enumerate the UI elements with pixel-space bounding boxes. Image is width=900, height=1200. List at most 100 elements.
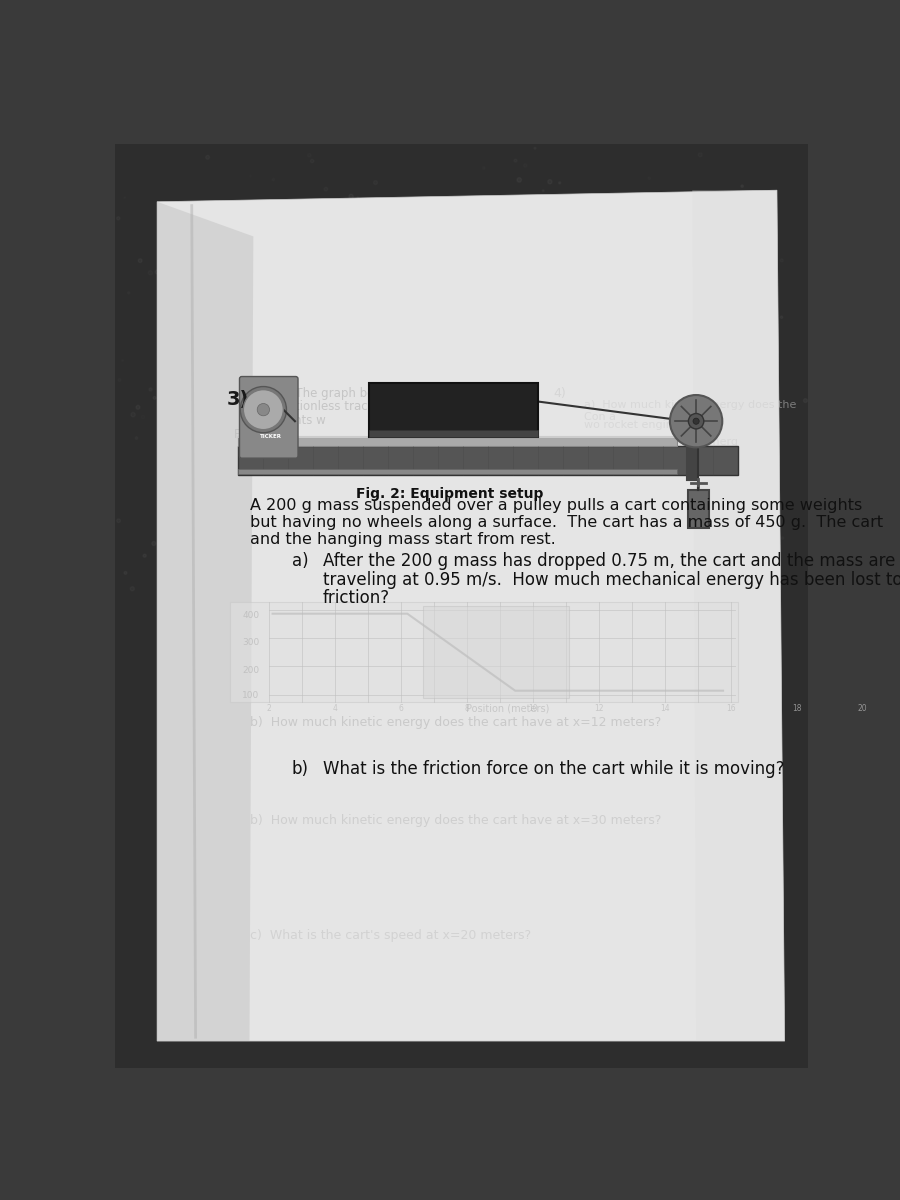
- Text: 100: 100: [242, 691, 259, 700]
- Text: 300: 300: [242, 638, 259, 647]
- Circle shape: [388, 430, 392, 433]
- Circle shape: [440, 332, 443, 336]
- Circle shape: [373, 581, 376, 586]
- Text: a)  How much kinetic energy does the: a) How much kinetic energy does the: [584, 400, 796, 409]
- Circle shape: [598, 390, 599, 392]
- Text: c)  What is the cart's speed at x=20 meters?: c) What is the cart's speed at x=20 mete…: [249, 929, 531, 942]
- Circle shape: [721, 485, 725, 488]
- Text: 3): 3): [227, 390, 248, 409]
- Text: Position (meters): Position (meters): [466, 703, 549, 714]
- Bar: [238, 437, 677, 446]
- Circle shape: [707, 341, 712, 344]
- Circle shape: [559, 182, 561, 184]
- Polygon shape: [692, 190, 785, 1042]
- Circle shape: [351, 522, 353, 524]
- FancyBboxPatch shape: [239, 377, 298, 458]
- Circle shape: [689, 589, 691, 590]
- Text: FROZE: FROZE: [234, 428, 274, 442]
- Circle shape: [670, 228, 674, 233]
- Circle shape: [661, 373, 662, 376]
- Text: 16: 16: [726, 703, 735, 713]
- Circle shape: [704, 289, 706, 292]
- Circle shape: [714, 564, 717, 568]
- Circle shape: [117, 217, 120, 220]
- Bar: [238, 446, 738, 475]
- Bar: [423, 606, 569, 698]
- Circle shape: [158, 580, 162, 584]
- Circle shape: [222, 215, 224, 217]
- Circle shape: [517, 178, 521, 182]
- Circle shape: [158, 600, 160, 602]
- Circle shape: [775, 422, 777, 425]
- Circle shape: [190, 325, 194, 330]
- Circle shape: [196, 553, 200, 557]
- Circle shape: [130, 413, 135, 416]
- Circle shape: [257, 403, 269, 416]
- Circle shape: [243, 275, 245, 277]
- Circle shape: [580, 494, 581, 497]
- Circle shape: [434, 281, 437, 286]
- Circle shape: [404, 257, 407, 259]
- Circle shape: [542, 313, 544, 316]
- Text: 10: 10: [528, 703, 537, 713]
- Circle shape: [130, 587, 134, 590]
- Text: 4: 4: [332, 703, 338, 713]
- Text: traveling at 0.95 m/s.  How much mechanical energy has been lost to: traveling at 0.95 m/s. How much mechanic…: [322, 570, 900, 588]
- Circle shape: [195, 464, 198, 468]
- Circle shape: [199, 372, 200, 373]
- Circle shape: [310, 310, 313, 313]
- Circle shape: [155, 270, 159, 274]
- Circle shape: [549, 298, 551, 300]
- Circle shape: [574, 384, 577, 386]
- Circle shape: [530, 470, 532, 472]
- Text: friction?: friction?: [322, 589, 390, 607]
- Circle shape: [269, 588, 271, 589]
- Circle shape: [804, 398, 807, 402]
- Circle shape: [772, 554, 775, 557]
- Text: Fig. 2: Equipment setup: Fig. 2: Equipment setup: [356, 487, 544, 500]
- Circle shape: [524, 318, 528, 323]
- Circle shape: [571, 218, 572, 220]
- Circle shape: [202, 214, 204, 215]
- Circle shape: [124, 571, 127, 575]
- Circle shape: [328, 293, 332, 296]
- Circle shape: [464, 426, 466, 427]
- Circle shape: [514, 371, 516, 373]
- Text: 8: 8: [464, 703, 469, 713]
- Circle shape: [309, 394, 310, 396]
- Circle shape: [680, 262, 682, 264]
- Text: 6: 6: [399, 703, 403, 713]
- Circle shape: [693, 418, 699, 425]
- Circle shape: [666, 443, 670, 446]
- Circle shape: [688, 414, 704, 428]
- Text: but having no wheels along a surface.  The cart has a mass of 450 g.  The cart: but having no wheels along a surface. Th…: [249, 515, 883, 530]
- Circle shape: [169, 385, 172, 388]
- Text: 400: 400: [242, 611, 259, 620]
- Text: A 200 g mass suspended over a pulley pulls a cart containing some weights: A 200 g mass suspended over a pulley pul…: [249, 498, 862, 514]
- Circle shape: [740, 304, 742, 306]
- Bar: [369, 431, 538, 437]
- Circle shape: [473, 499, 477, 503]
- Circle shape: [534, 148, 535, 149]
- Polygon shape: [158, 202, 254, 1042]
- Text: a): a): [292, 552, 309, 570]
- Circle shape: [616, 557, 620, 560]
- Text: b): b): [292, 760, 309, 778]
- Bar: [230, 602, 738, 702]
- Bar: [369, 383, 538, 437]
- Circle shape: [240, 386, 286, 433]
- Circle shape: [362, 277, 366, 282]
- Circle shape: [764, 556, 768, 559]
- Circle shape: [765, 320, 770, 325]
- Circle shape: [164, 397, 168, 402]
- Circle shape: [465, 256, 467, 257]
- Circle shape: [731, 433, 735, 438]
- Circle shape: [548, 180, 552, 184]
- Bar: [688, 490, 709, 528]
- Circle shape: [542, 308, 544, 311]
- Circle shape: [491, 227, 496, 232]
- Circle shape: [729, 361, 731, 364]
- Circle shape: [152, 541, 156, 546]
- Circle shape: [149, 388, 152, 391]
- Circle shape: [274, 558, 277, 560]
